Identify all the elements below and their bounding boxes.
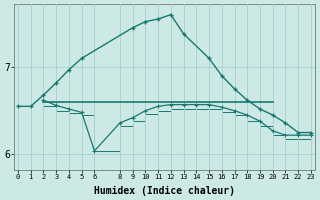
X-axis label: Humidex (Indice chaleur): Humidex (Indice chaleur): [94, 186, 235, 196]
